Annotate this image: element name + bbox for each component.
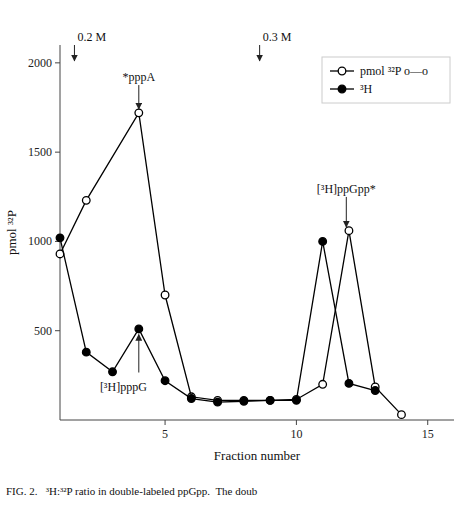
annotation-text: [³H]ppGpp* <box>317 182 376 196</box>
data-point <box>161 291 169 299</box>
x-tick <box>165 420 166 425</box>
chart: 5 10 15 500 1000 1500 2000 Fraction number pmol … <box>0 0 474 505</box>
data-point <box>82 348 90 356</box>
data-point <box>214 398 222 406</box>
x-tick-label: 15 <box>422 427 434 441</box>
x-axis-label: Fraction number <box>214 448 301 463</box>
annotation-text: [³H]pppG <box>100 380 147 394</box>
y-tick <box>55 62 60 63</box>
annotation-arrow <box>346 197 347 227</box>
y-tick <box>55 330 60 331</box>
data-point <box>135 325 143 333</box>
data-point <box>293 397 301 405</box>
annotation-arrow <box>138 85 139 109</box>
annotation-text: 0.2 M <box>77 30 106 44</box>
x-tick-label: 10 <box>290 427 302 441</box>
x-axis-line <box>60 420 454 421</box>
y-tick-label: 500 <box>34 324 52 338</box>
data-point <box>319 380 327 388</box>
data-point <box>135 109 143 117</box>
data-point <box>161 377 169 385</box>
legend-entry: pmol ³²P o—o <box>360 64 428 78</box>
x-tick-label: 5 <box>162 427 168 441</box>
data-point <box>82 197 90 205</box>
data-point <box>109 368 117 376</box>
plot-area <box>56 109 405 418</box>
annotation-text: *pppA <box>122 70 155 84</box>
annotation-text: 0.3 M <box>263 30 292 44</box>
legend-swatch-marker <box>338 67 346 75</box>
data-point <box>56 234 64 242</box>
data-point <box>319 238 327 246</box>
data-point <box>345 380 353 388</box>
y-tick-label: 2000 <box>28 56 52 70</box>
y-axis-label: pmol ³²P <box>4 210 19 255</box>
y-tick-label: 1500 <box>28 145 52 159</box>
legend-entry: ³H <box>360 82 373 96</box>
data-point <box>345 227 353 235</box>
x-tick <box>296 420 297 425</box>
data-point <box>293 396 301 404</box>
data-point <box>188 395 196 403</box>
y-tick-label: 1000 <box>28 234 52 248</box>
annotation-arrow <box>74 45 75 61</box>
axes: 5 10 15 500 1000 1500 2000 Fraction number pmol … <box>4 45 454 463</box>
data-point <box>398 411 406 419</box>
y-axis-line <box>60 45 61 420</box>
series-line <box>60 113 401 415</box>
legend-box <box>322 57 450 103</box>
annotation-arrow <box>138 335 139 373</box>
data-point <box>266 397 274 405</box>
x-tick <box>427 420 428 425</box>
data-point <box>240 397 248 405</box>
data-point <box>266 397 274 405</box>
legend-swatch-marker <box>338 85 346 93</box>
annotation-arrow <box>259 45 260 61</box>
y-tick <box>55 152 60 153</box>
caption: FIG. 2. ³H:³²P ratio in double-labeled p… <box>6 485 258 497</box>
legend: pmol ³²P o—o ³H <box>322 57 450 103</box>
data-point <box>240 397 248 405</box>
data-point <box>371 387 379 395</box>
series-line <box>60 238 375 402</box>
